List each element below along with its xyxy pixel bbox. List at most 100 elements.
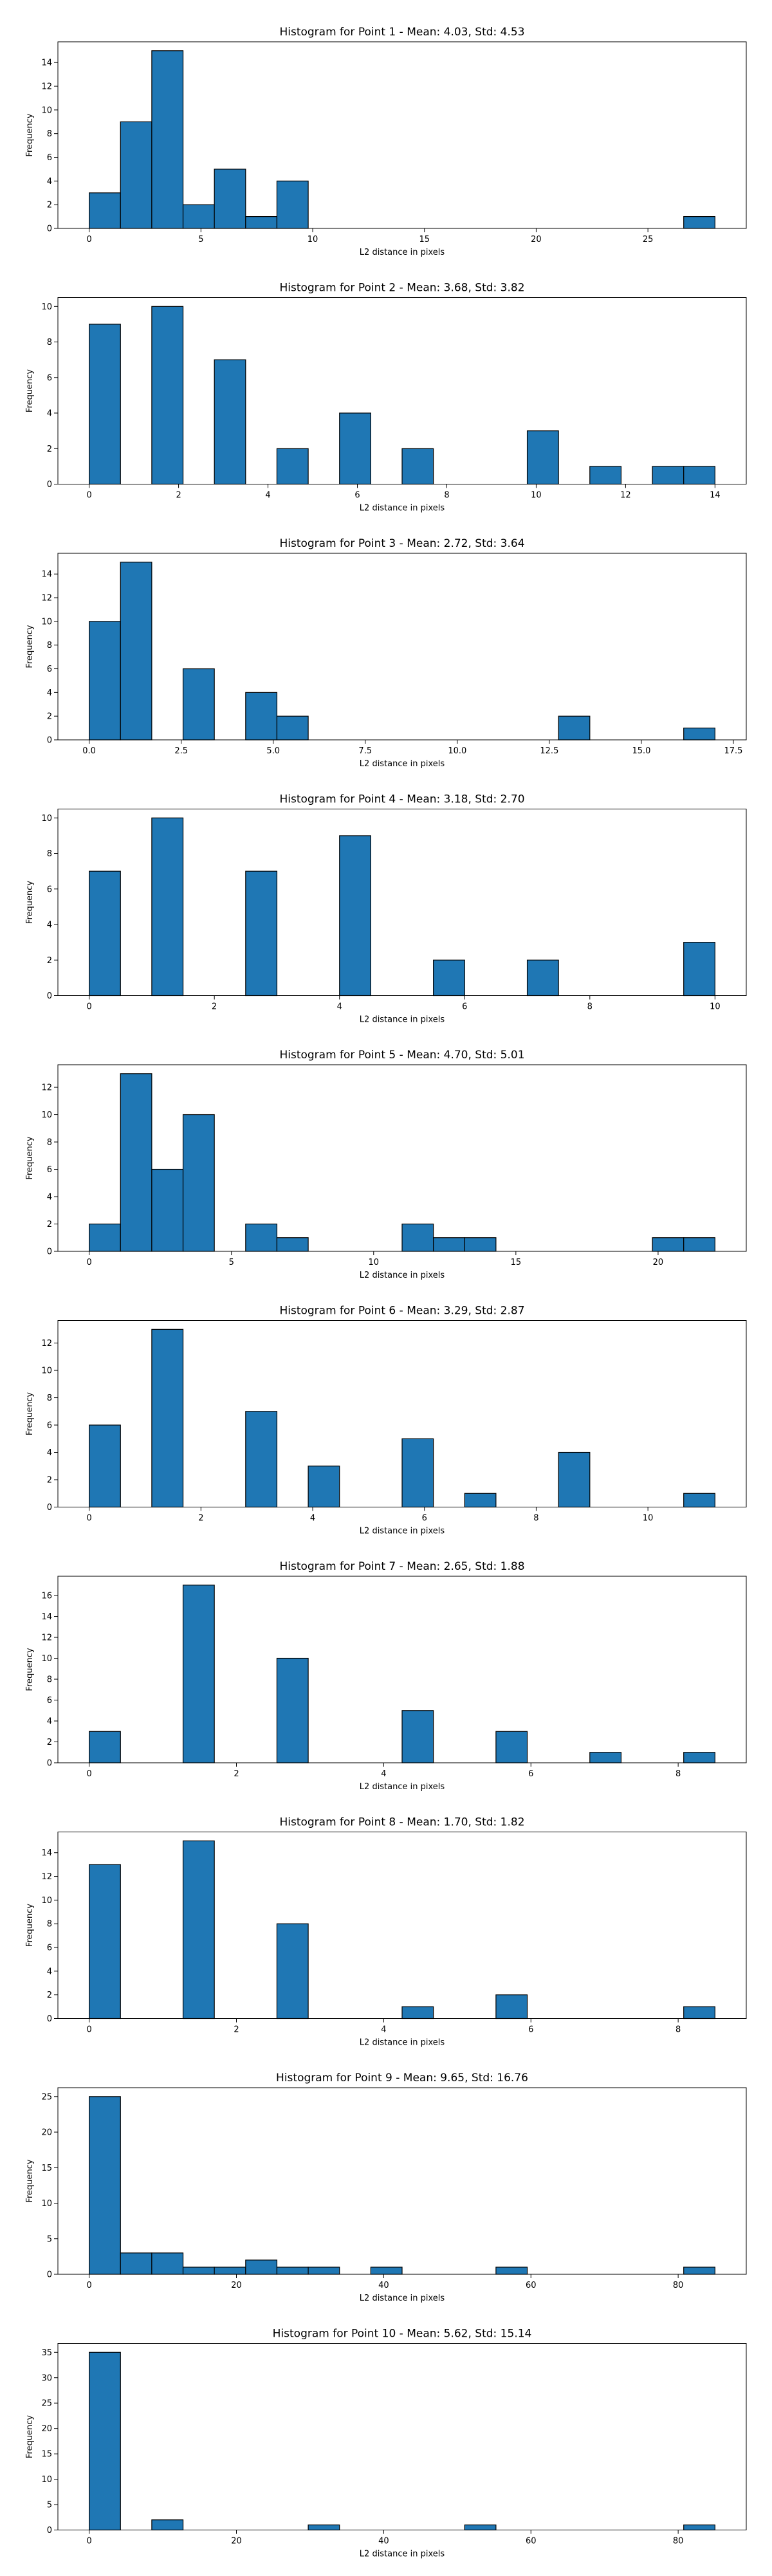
y-tick-label: 8 [47, 1394, 52, 1403]
x-tick-label: 10 [643, 1514, 654, 1523]
y-tick-label: 10 [41, 106, 52, 115]
x-tick-label: 7.5 [358, 746, 372, 756]
histogram-5: Histogram for Point 5 - Mean: 4.70, Std:… [25, 1049, 747, 1280]
axes-frame [57, 1832, 747, 2019]
x-tick-label: 12 [620, 491, 631, 501]
x-tick-label: 80 [673, 2537, 684, 2546]
x-tick-label: 6 [422, 1514, 427, 1523]
y-tick-label: 12 [41, 1872, 52, 1882]
x-axis-label: L2 distance in pixels [360, 504, 445, 513]
histogram-bar [151, 2252, 184, 2275]
histogram-10: Histogram for Point 10 - Mean: 5.62, Std… [25, 2328, 747, 2559]
histogram-bar [308, 2267, 340, 2275]
histogram-bar [683, 2525, 715, 2531]
histogram-bar [276, 715, 309, 741]
histogram-bar [401, 1223, 434, 1252]
y-tick-label: 12 [41, 82, 52, 92]
histogram-bar [652, 466, 685, 485]
x-tick-label: 8 [444, 491, 449, 501]
histogram-bar [182, 1585, 215, 1763]
histogram-bar [683, 1237, 715, 1252]
x-tick-label: 2 [176, 491, 181, 501]
y-tick-label: 0 [47, 480, 52, 490]
x-axis-label: L2 distance in pixels [360, 1782, 445, 1792]
chart-title: Histogram for Point 1 - Mean: 4.03, Std:… [279, 26, 524, 39]
y-tick-label: 0 [47, 2014, 52, 2024]
axes-frame [57, 809, 747, 996]
y-tick-label: 0 [47, 1503, 52, 1513]
x-tick-label: 10 [531, 491, 542, 501]
y-tick-label: 5 [47, 2501, 52, 2510]
histogram-bar [401, 2006, 434, 2019]
histogram-bar [245, 216, 278, 229]
y-tick-label: 8 [47, 1675, 52, 1685]
histogram-bar [89, 324, 121, 485]
y-tick-label: 6 [47, 1944, 52, 1953]
histogram-bar [308, 1466, 340, 1508]
x-tick-label: 20 [231, 2537, 242, 2546]
y-tick-label: 15 [41, 2164, 52, 2173]
axes-frame [57, 1064, 747, 1252]
x-tick-label: 40 [378, 2537, 389, 2546]
y-tick-label: 6 [47, 1421, 52, 1431]
y-axis-label: Frequency [25, 881, 35, 924]
histogram-7: Histogram for Point 7 - Mean: 2.65, Std:… [25, 1560, 747, 1792]
x-tick-label: 0 [86, 1769, 91, 1779]
y-tick-label: 6 [47, 1696, 52, 1706]
histogram-bar [401, 1438, 434, 1508]
histogram-8: Histogram for Point 8 - Mean: 1.70, Std:… [25, 1816, 747, 2048]
y-tick-label: 8 [47, 849, 52, 859]
histogram-bar [120, 1073, 152, 1252]
x-tick-label: 80 [673, 2281, 684, 2290]
x-tick-label: 8 [676, 2025, 681, 2035]
histogram-bar [276, 2267, 309, 2275]
histogram-bar [182, 1840, 215, 2019]
y-tick-label: 4 [47, 177, 52, 187]
histogram-9: Histogram for Point 9 - Mean: 9.65, Std:… [25, 2072, 747, 2303]
x-tick-label: 2 [234, 1769, 239, 1779]
chart-title: Histogram for Point 4 - Mean: 3.18, Std:… [279, 793, 524, 806]
histogram-bar [214, 169, 246, 229]
histogram-bar [464, 1493, 497, 1508]
histogram-bar [433, 959, 465, 997]
chart-title: Histogram for Point 10 - Mean: 5.62, Std… [273, 2328, 532, 2341]
histogram-bar [276, 448, 309, 485]
histogram-bar [308, 2525, 340, 2531]
x-tick-label: 0 [86, 2281, 91, 2290]
y-tick-label: 10 [41, 2199, 52, 2209]
histogram-bar [464, 1237, 497, 1252]
histogram-bar [214, 2267, 246, 2275]
x-tick-label: 0 [86, 2025, 91, 2035]
y-tick-label: 10 [41, 302, 52, 312]
y-tick-label: 6 [47, 1165, 52, 1175]
y-tick-label: 2 [47, 1476, 52, 1486]
histogram-bar [370, 2267, 403, 2275]
x-tick-label: 17.5 [724, 746, 742, 756]
y-tick-label: 12 [41, 1633, 52, 1643]
x-tick-label: 60 [526, 2281, 537, 2290]
x-tick-label: 15 [511, 1258, 522, 1267]
histogram-bar [401, 1710, 434, 1763]
y-tick-label: 10 [41, 2475, 52, 2485]
y-tick-label: 16 [41, 1592, 52, 1601]
x-tick-label: 2 [234, 2025, 239, 2035]
y-axis-label: Frequency [25, 2415, 35, 2458]
y-tick-label: 2 [47, 1738, 52, 1747]
axes-frame [57, 41, 747, 229]
histogram-bar [245, 692, 278, 741]
x-tick-label: 8 [676, 1769, 681, 1779]
histogram-bar [495, 2267, 528, 2275]
y-tick-label: 6 [47, 373, 52, 383]
histogram-bar [89, 1731, 121, 1763]
x-tick-label: 5.0 [266, 746, 280, 756]
histogram-bar [589, 1752, 622, 1763]
x-tick-label: 60 [526, 2537, 537, 2546]
y-axis-label: Frequency [25, 625, 35, 668]
histogram-bar [182, 2267, 215, 2275]
histogram-bar [558, 1451, 591, 1508]
x-tick-label: 14 [710, 491, 721, 501]
y-tick-label: 0 [47, 225, 52, 234]
histogram-bar [652, 1237, 685, 1252]
x-tick-label: 40 [378, 2281, 389, 2290]
